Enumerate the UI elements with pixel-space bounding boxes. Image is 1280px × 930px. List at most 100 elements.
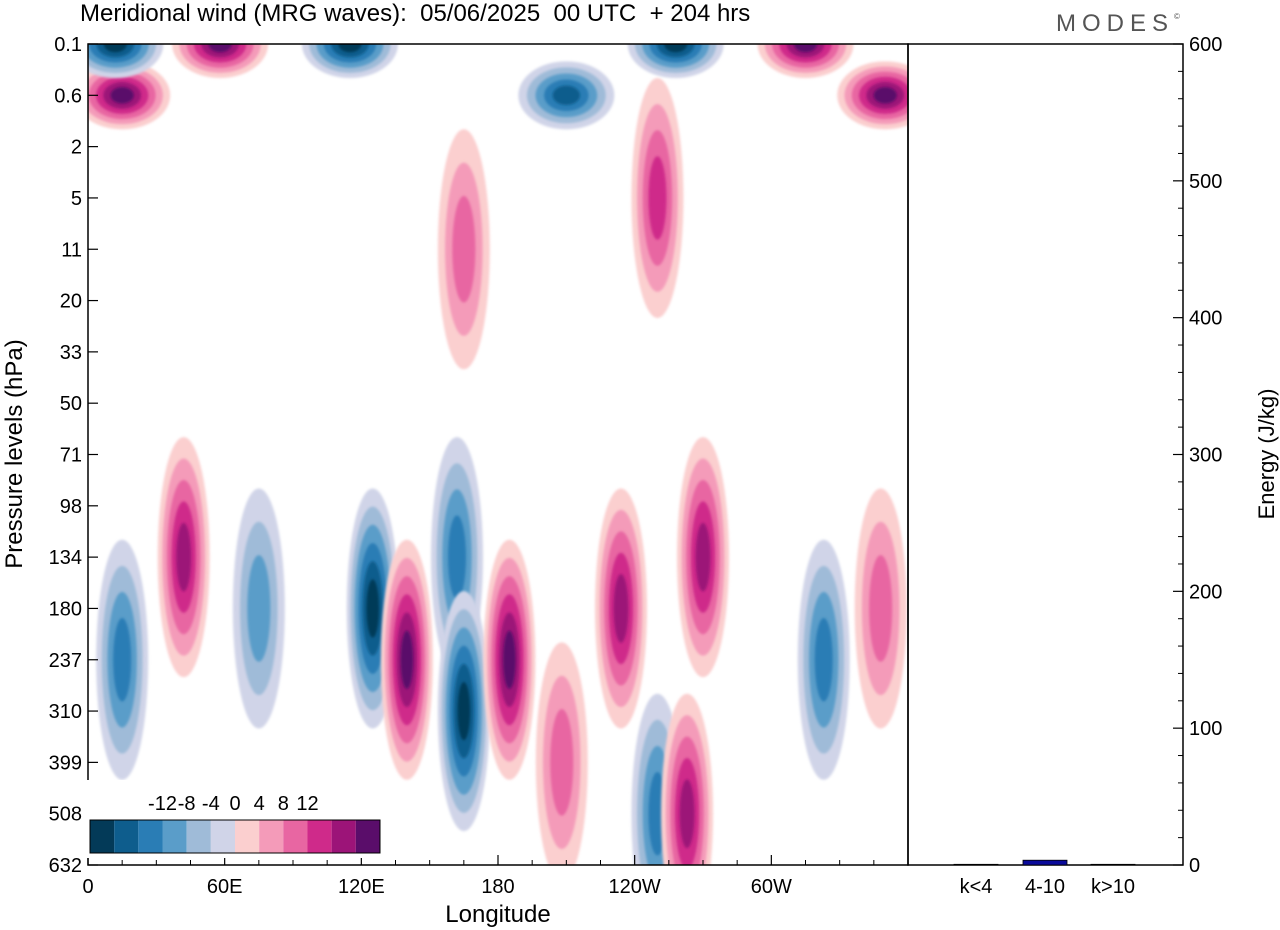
colorbar-swatch [307,820,332,853]
colorbar-label: -8 [178,793,196,815]
energy-bar [953,863,999,866]
brand-mark: © [1174,12,1180,21]
y-tick-label: 2 [71,137,82,159]
y-tick-label: 98 [60,496,82,518]
heatmap-contour [447,515,467,599]
heatmap-feature [157,437,210,678]
heatmap-feature [88,61,171,130]
heatmap-feature [631,77,684,318]
modes-logo: MODES© [1056,10,1180,38]
colorbar-label: -12 [148,793,177,815]
x-tick-label: 120E [338,876,385,898]
energy-category-label: k>10 [1091,876,1135,898]
heatmap-contour [400,630,414,689]
x-tick-label: 60E [207,876,243,898]
heatmap-feature [483,539,536,780]
heatmap-feature [232,488,285,729]
y-tick-label: 399 [49,752,82,774]
x-tick-label: 180 [481,876,514,898]
colorbar-frame [89,819,381,854]
heatmap-feature [380,539,433,780]
colorbar-swatch [210,820,235,853]
energy-bars: k<4 4-10 k>10 [953,859,1136,898]
heatmap-contour [793,44,818,53]
heatmap-contour [113,618,132,702]
colorbar-swatch [138,820,163,853]
energy-tick-label: 500 [1189,171,1222,193]
heatmap-contour [648,156,667,240]
energy-panel-frame [907,43,1184,866]
energy-tick-label: 400 [1189,308,1222,330]
heatmap-contour [457,681,471,741]
heatmap-contour [247,555,271,662]
heatmap-contour [869,555,893,662]
heatmap-feature [518,61,615,130]
heatmap-feature [595,488,647,729]
y-tick-label: 5 [71,188,82,210]
energy-tick-label: 100 [1189,718,1222,740]
heatmap-feature [797,539,850,780]
energy-category-label: k<4 [960,876,993,898]
heatmap-field [88,44,908,865]
heatmap-feature [677,437,729,678]
colorbar-swatch [283,820,308,853]
y-tick-label: 33 [60,342,82,364]
colorbar-label: 4 [254,793,265,815]
x-axis-label: Longitude [445,901,550,928]
heatmap-feature [854,488,907,729]
heatmap-contour [452,195,476,303]
heatmap-contour [679,779,695,848]
heatmap-contour [695,522,711,592]
brand-text: MODES [1056,10,1175,37]
y-tick-label: 0.1 [54,34,82,56]
energy-bar [1022,859,1068,866]
y-tick-label: 180 [49,598,82,620]
colorbar-swatch [235,820,260,853]
energy-tick-label: 0 [1189,855,1200,877]
heatmap-feature [88,44,164,78]
heatmap-contour [814,618,833,702]
heatmap-contour [103,44,127,53]
heatmap-contour [366,579,380,638]
energy-axis: 0 100 200 300 400 500 600 [1173,34,1222,877]
heatmap-feature [837,61,908,130]
colorbar-label: 12 [296,793,318,815]
y-tick-label: 0.6 [54,85,82,107]
y-tick-label: 11 [61,239,82,261]
colorbar-swatch [114,820,139,853]
heatmap-feature [627,44,724,78]
heatmap-feature [96,539,149,780]
heatmap-feature [437,591,490,832]
y-tick-label: 237 [49,650,82,672]
chart-title: Meridional wind (MRG waves): 05/06/2025 … [80,0,751,27]
heatmap-contour [110,87,134,104]
energy-tick-label: 200 [1189,581,1222,603]
colorbar-label: 0 [229,793,240,815]
energy-tick-label: 600 [1189,34,1222,56]
colorbar-swatch [186,820,211,853]
x-tick-label: 0 [82,876,93,898]
colorbar-swatch [259,820,284,853]
heatmap-contour [338,44,362,53]
energy-tick-label: 300 [1189,445,1222,467]
y-tick-label: 508 [49,804,82,826]
colorbar-label: 8 [278,793,289,815]
heatmap-contour [176,522,192,592]
heatmap-feature [661,693,714,865]
x-tick-label: 120W [609,876,661,898]
y-tick-label: 134 [49,547,82,569]
colorbar-swatch [90,820,115,853]
heatmap-feature [301,44,398,78]
y-tick-label: 71 [60,445,82,467]
heatmap-contour [664,44,688,53]
colorbar-label: -4 [202,793,220,815]
y-tick-label: 310 [49,701,82,723]
colorbar-swatch [331,820,356,853]
heatmap-contour [208,44,232,53]
y-axis-label: Pressure levels (hPa) [1,339,28,568]
heatmap-contour [873,87,897,104]
colorbar-swatch [162,820,187,853]
heatmap-contour [503,630,516,689]
x-axis: 0 60E 120E 180 120W 60W [82,855,875,898]
